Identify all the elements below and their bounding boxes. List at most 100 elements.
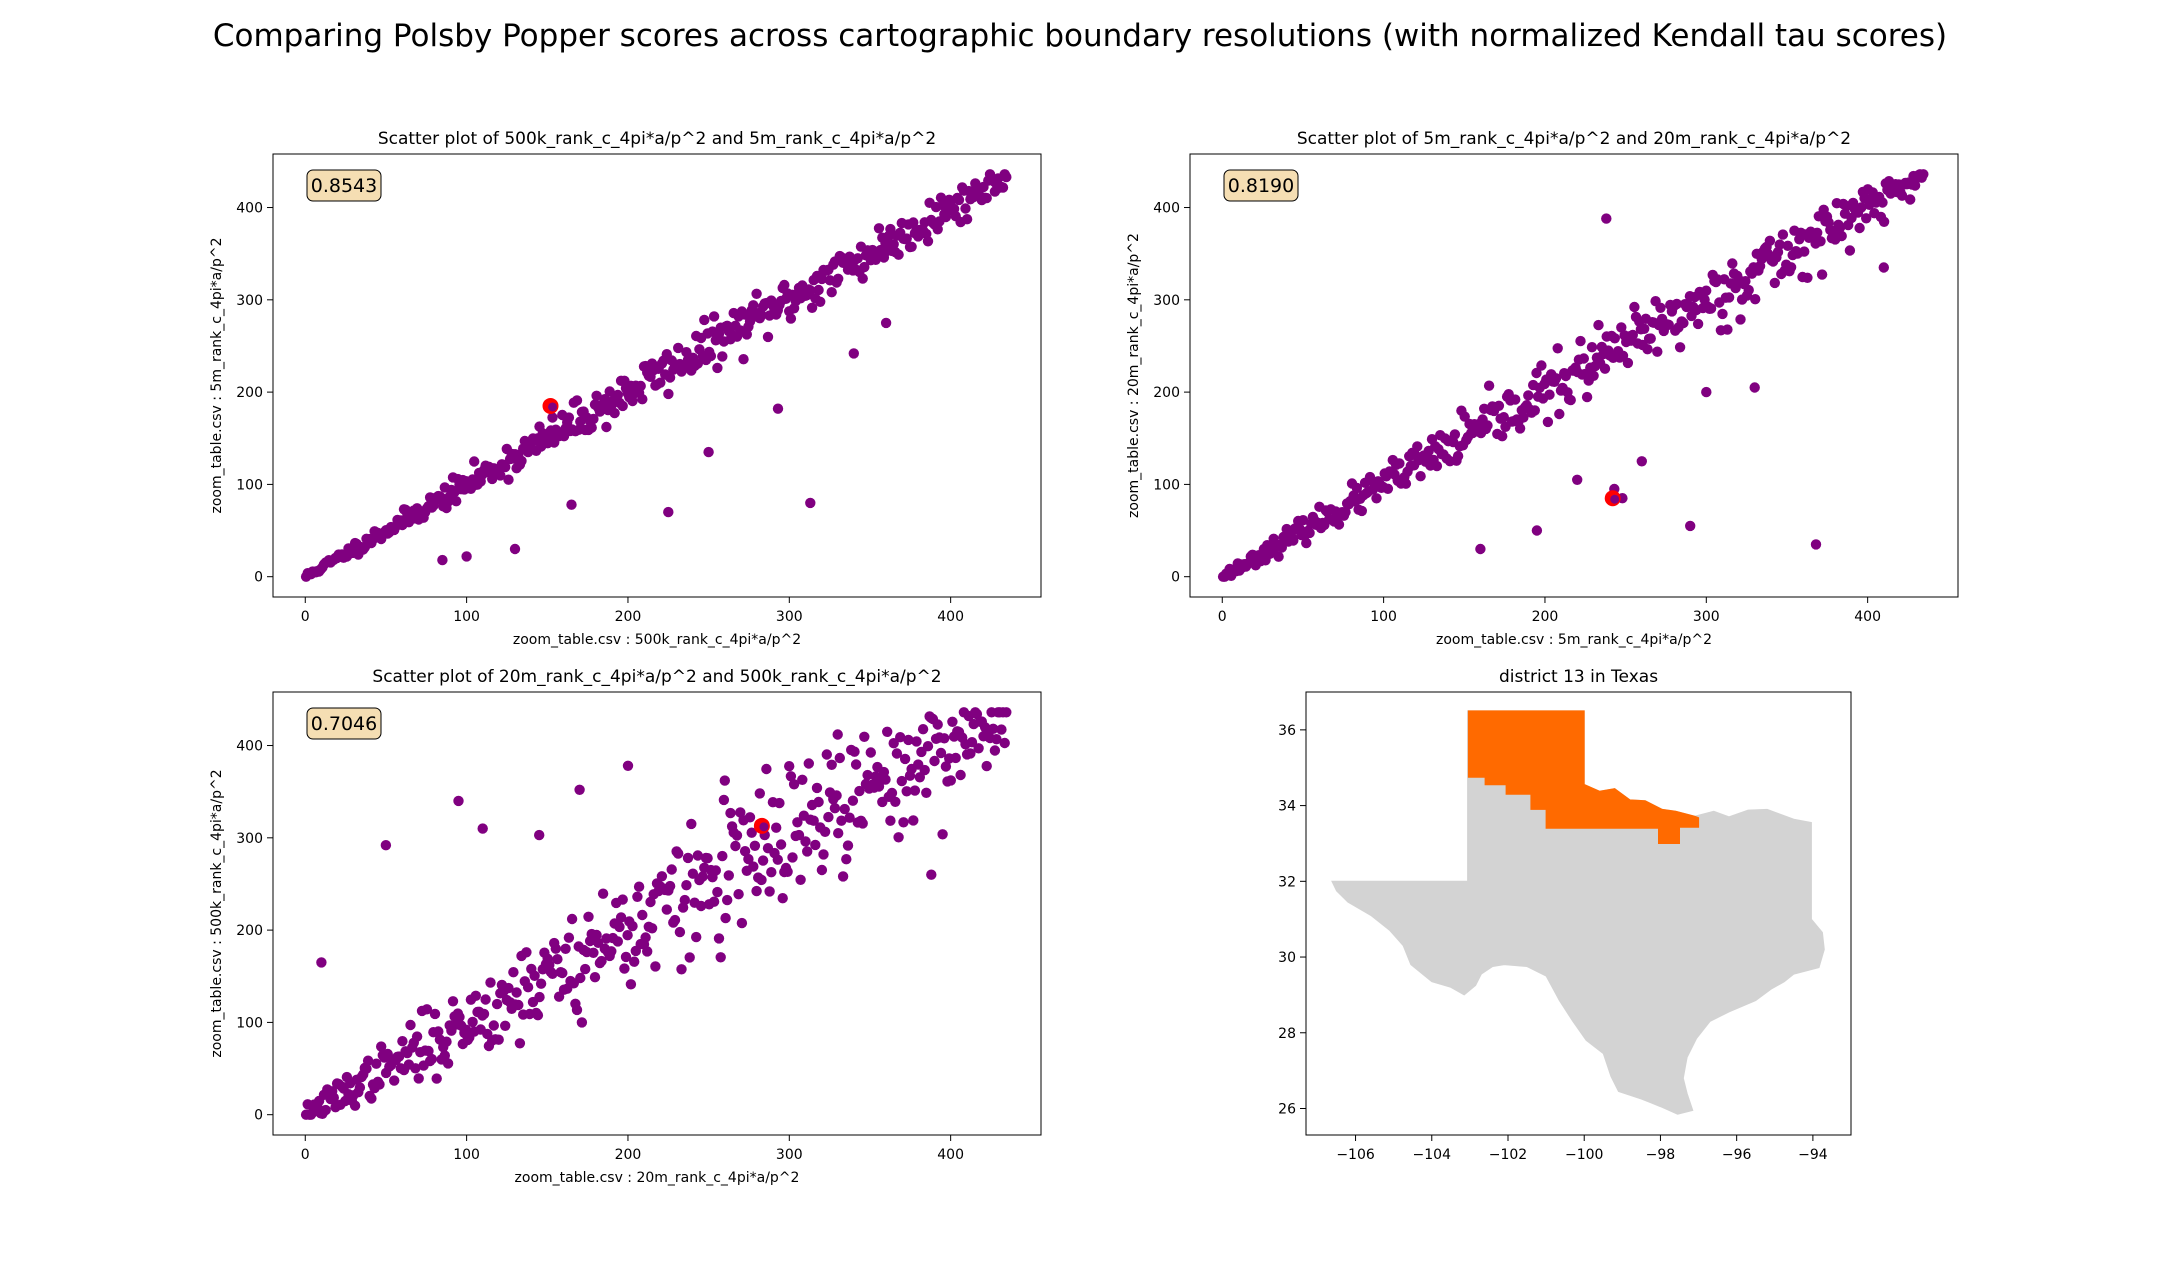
scatter-point bbox=[823, 811, 834, 823]
scatter-point bbox=[1861, 213, 1872, 224]
scatter-point bbox=[488, 1020, 499, 1031]
x-tick-label: −100 bbox=[1565, 1147, 1603, 1163]
scatter-point bbox=[1642, 344, 1653, 355]
scatter-point bbox=[826, 287, 837, 298]
scatter-point bbox=[1510, 394, 1521, 405]
scatter-point bbox=[1482, 420, 1493, 431]
scatter-point bbox=[637, 909, 648, 921]
scatter-point bbox=[1705, 303, 1717, 314]
scatter-point bbox=[1652, 346, 1663, 357]
scatter-point bbox=[622, 760, 634, 771]
scatter-point bbox=[862, 769, 873, 781]
x-tick-label: 400 bbox=[1854, 609, 1881, 625]
scatter-point bbox=[534, 991, 545, 1003]
plot-frame bbox=[272, 153, 1042, 598]
scatter-point bbox=[784, 761, 795, 772]
district-13-shape bbox=[1467, 710, 1700, 844]
scatter-point bbox=[316, 957, 327, 968]
scatter-point bbox=[454, 1011, 465, 1023]
scatter-point bbox=[761, 763, 772, 775]
scatter-point bbox=[893, 249, 904, 260]
scatter-point bbox=[655, 377, 666, 388]
scatter-point bbox=[632, 891, 643, 902]
scatter-point bbox=[818, 849, 829, 860]
scatter-point bbox=[663, 506, 674, 518]
scatter-point bbox=[1493, 400, 1505, 411]
scatter-point bbox=[909, 785, 921, 796]
scatter-point bbox=[1371, 493, 1382, 504]
scatter-point bbox=[839, 803, 850, 815]
scatter-point bbox=[673, 848, 684, 859]
scatter-point bbox=[810, 839, 821, 851]
scatter-point bbox=[642, 946, 653, 957]
scatter-point bbox=[723, 870, 734, 881]
scatter-point bbox=[885, 223, 896, 235]
y-tick-label: 300 bbox=[1153, 293, 1180, 309]
y-tick-label: 400 bbox=[1153, 201, 1180, 217]
scatter-point bbox=[405, 1019, 416, 1031]
scatter-point bbox=[485, 977, 496, 988]
chart-panel-1: Scatter plot of 500k_rank_c_4pi*a/p^2 an… bbox=[209, 129, 1042, 648]
scatter-point bbox=[1774, 239, 1785, 250]
scatter-point bbox=[1616, 322, 1627, 333]
scatter-point bbox=[756, 310, 767, 321]
scatter-point bbox=[349, 1100, 361, 1111]
scatter-point bbox=[1877, 197, 1888, 208]
scatter-point bbox=[1400, 478, 1412, 489]
scatter-point bbox=[746, 827, 757, 838]
scatter-point bbox=[899, 753, 911, 765]
scatter-point bbox=[973, 743, 984, 754]
scatter-point bbox=[719, 775, 730, 786]
y-tick-label: 300 bbox=[236, 831, 263, 847]
scatter-point bbox=[1854, 222, 1865, 234]
scatter-point bbox=[1459, 411, 1470, 422]
scatter-point bbox=[1452, 450, 1464, 462]
scatter-point bbox=[738, 354, 749, 365]
scatter-point bbox=[1588, 370, 1599, 381]
scatter-point bbox=[829, 803, 841, 814]
scatter-point bbox=[739, 846, 751, 857]
scatter-point bbox=[797, 774, 808, 785]
scatter-point bbox=[684, 952, 695, 963]
scatter-point bbox=[663, 388, 674, 400]
scatter-point bbox=[583, 911, 594, 922]
scatter-point bbox=[1572, 474, 1583, 485]
x-tick-label: −94 bbox=[1798, 1147, 1828, 1163]
scatter-point bbox=[836, 815, 847, 826]
scatter-point bbox=[1550, 373, 1562, 384]
y-tick-label: 400 bbox=[236, 201, 263, 217]
scatter-point bbox=[635, 380, 646, 392]
scatter-point bbox=[777, 893, 788, 904]
scatter-point bbox=[692, 850, 703, 861]
scatter-point bbox=[679, 894, 690, 906]
x-axis-label: zoom_table.csv : 5m_rank_c_4pi*a/p^2 bbox=[1436, 632, 1712, 648]
scatter-point bbox=[529, 970, 540, 981]
x-tick-label: 100 bbox=[1370, 609, 1397, 625]
scatter-point bbox=[806, 302, 818, 313]
scatter-point bbox=[1749, 382, 1760, 393]
scatter-point bbox=[493, 1034, 504, 1045]
scatter-point bbox=[996, 724, 1007, 735]
chart-title: district 13 in Texas bbox=[1499, 667, 1658, 687]
scatter-point bbox=[834, 752, 845, 764]
scatter-point bbox=[733, 889, 744, 900]
scatter-point bbox=[932, 224, 943, 235]
x-tick-label: 300 bbox=[776, 1147, 803, 1163]
scatter-point bbox=[441, 1036, 452, 1047]
scatter-point bbox=[673, 342, 684, 354]
scatter-point bbox=[674, 926, 686, 938]
scatter-point bbox=[895, 732, 906, 743]
scatter-point bbox=[389, 1075, 400, 1086]
scatter-point bbox=[664, 880, 676, 892]
scatter-point bbox=[535, 978, 547, 989]
scatter-point bbox=[469, 456, 480, 467]
x-tick-label: 100 bbox=[453, 609, 480, 625]
scatter-point bbox=[588, 413, 599, 425]
scatter-point bbox=[945, 775, 956, 786]
scatter-point bbox=[757, 855, 769, 866]
scatter-point bbox=[574, 784, 585, 795]
scatter-point bbox=[774, 797, 785, 809]
scatter-point bbox=[470, 990, 481, 1001]
scatter-point bbox=[1622, 357, 1634, 369]
scatter-point bbox=[911, 736, 922, 747]
